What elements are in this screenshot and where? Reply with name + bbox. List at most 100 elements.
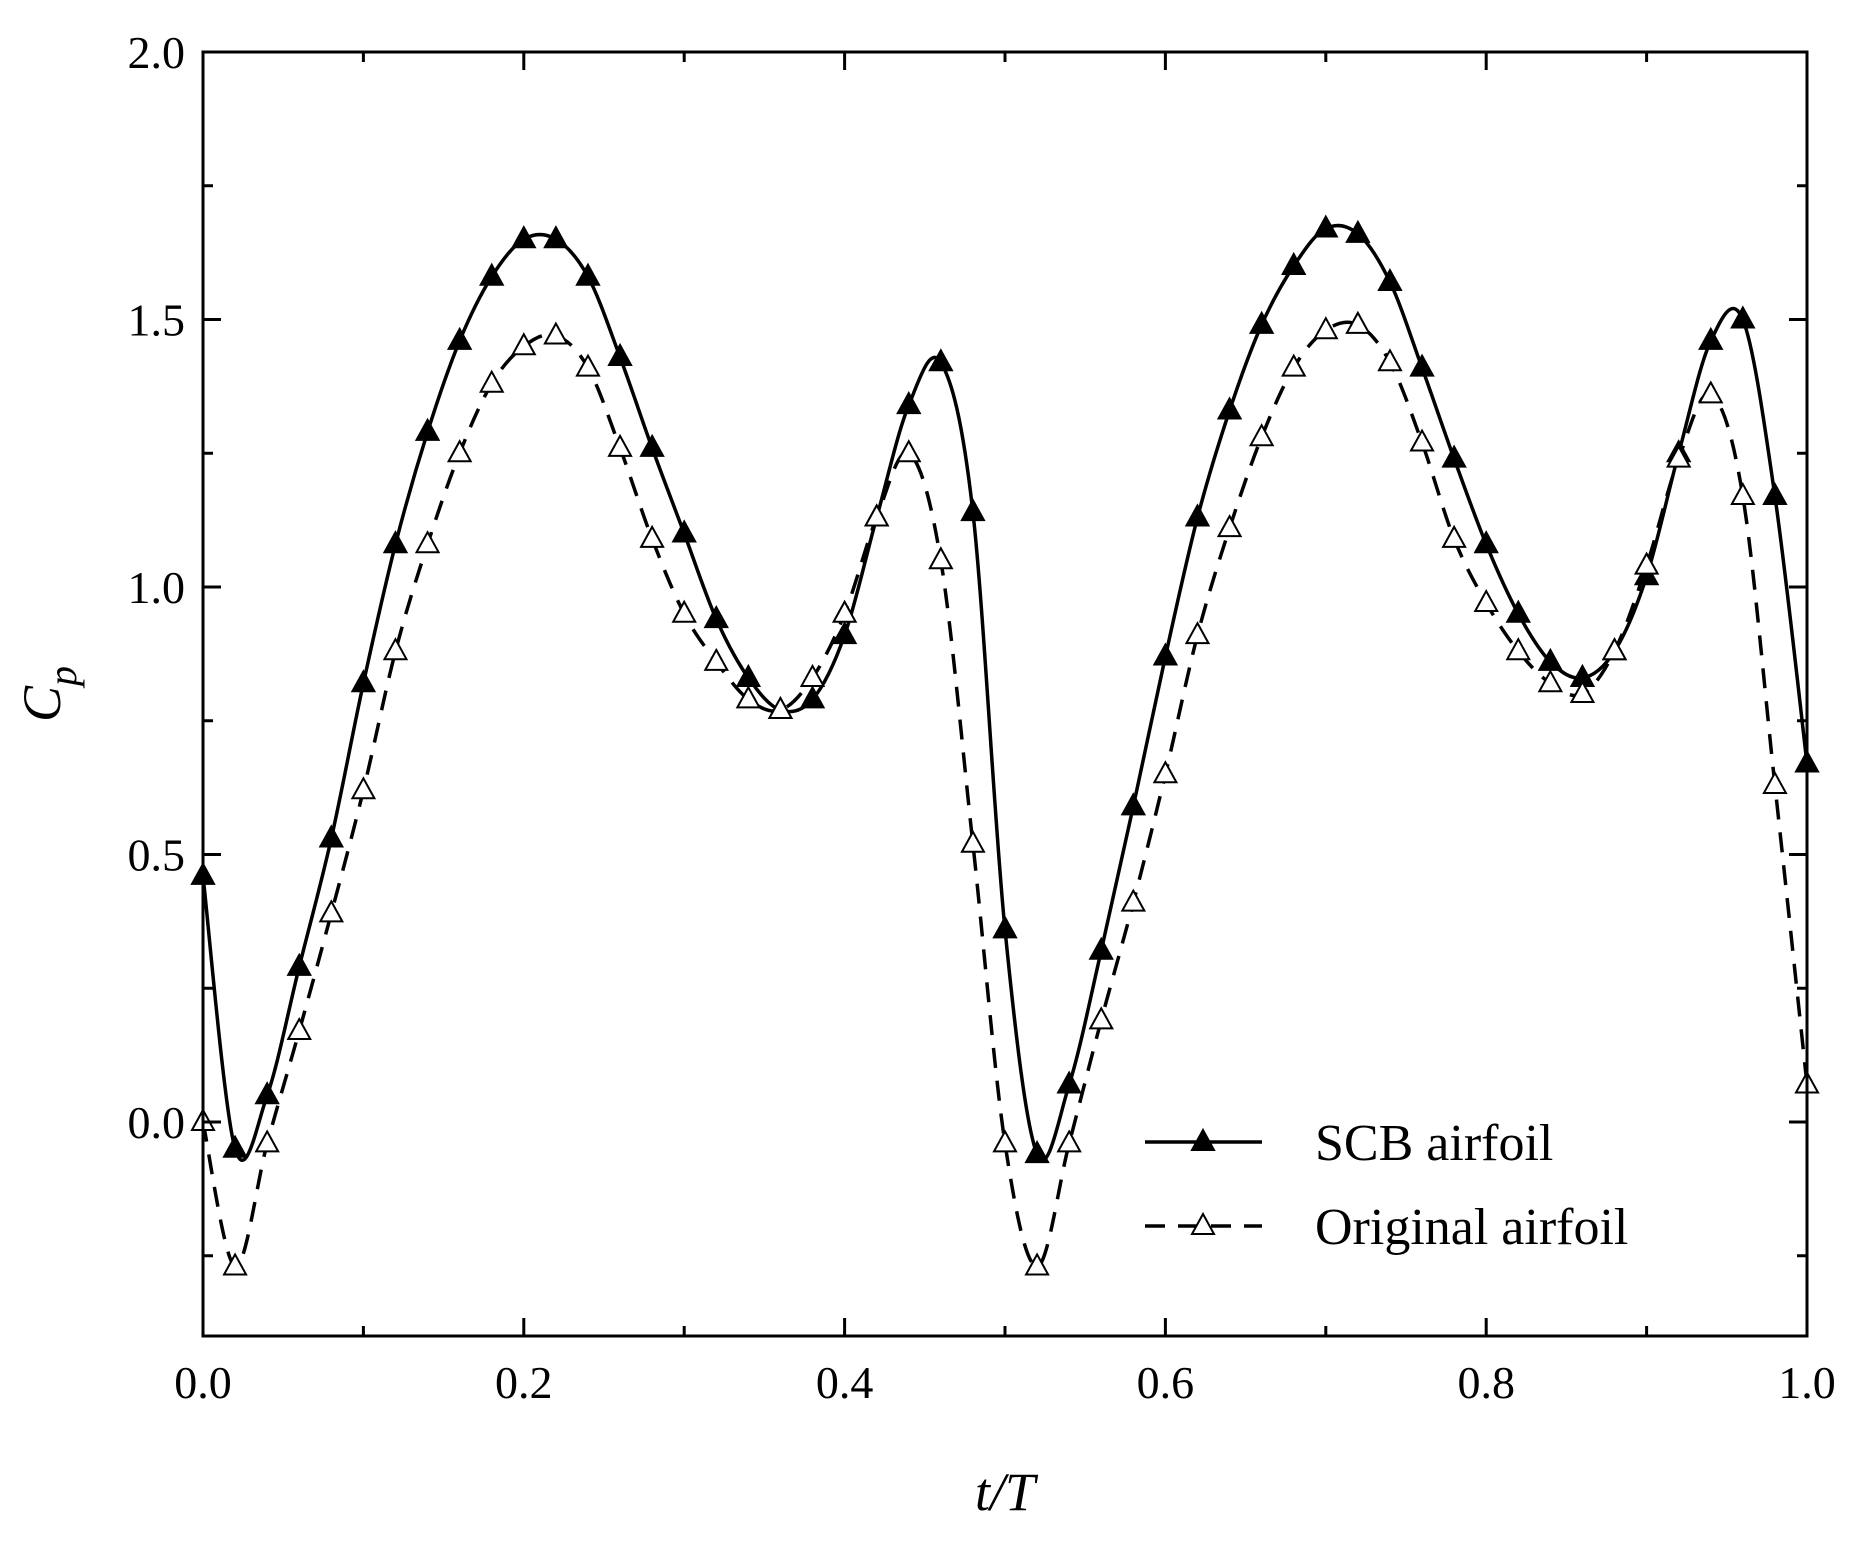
- data-point-original: [607, 433, 633, 457]
- y-tick-label: 0.0: [128, 1097, 186, 1148]
- data-point-scb: [1248, 310, 1275, 334]
- data-point-scb: [446, 326, 473, 350]
- data-point-scb: [414, 417, 441, 441]
- data-point-original: [960, 829, 986, 853]
- data-point-scb: [511, 225, 537, 249]
- y-tick-label: 0.5: [128, 830, 186, 881]
- x-axis-title: t/T: [975, 1462, 1039, 1522]
- data-point-original: [414, 530, 441, 554]
- data-point-scb: [575, 262, 601, 286]
- data-point-scb: [1281, 251, 1307, 275]
- data-point-original: [992, 1129, 1018, 1153]
- data-point-scb: [1698, 326, 1724, 350]
- data-point-scb: [960, 498, 986, 522]
- y-tick-label: 2.0: [128, 27, 186, 78]
- data-point-original: [1056, 1129, 1082, 1153]
- x-tick-label: 0.8: [1457, 1357, 1515, 1408]
- legend: SCB airfoil Original airfoil: [1145, 1115, 1628, 1256]
- data-point-scb: [992, 915, 1018, 939]
- data-point-original: [1762, 770, 1788, 794]
- data-point-original: [831, 599, 858, 623]
- data-point-scb: [1216, 396, 1243, 420]
- data-point-original: [1441, 524, 1467, 548]
- data-point-original: [254, 1129, 280, 1153]
- data-point-original: [1569, 679, 1596, 703]
- data-point-scb: [318, 824, 345, 848]
- y-axis-title-sub: p: [40, 666, 85, 689]
- data-point-original: [1409, 428, 1435, 452]
- data-point-original: [639, 524, 665, 548]
- legend-label-original: Original airfoil: [1315, 1199, 1628, 1256]
- data-point-original: [1088, 1006, 1114, 1030]
- data-point-original: [1665, 444, 1692, 468]
- data-point-original: [767, 695, 794, 720]
- data-point-scb: [703, 605, 729, 629]
- data-point-original: [350, 776, 377, 800]
- data-point-original: [1698, 380, 1724, 404]
- data-point-scb: [831, 621, 858, 645]
- data-point-scb: [799, 685, 826, 709]
- data-point-original: [735, 685, 762, 709]
- data-point-scb: [1313, 214, 1339, 238]
- data-point-scb: [222, 1134, 248, 1158]
- y-tick-label: 1.0: [128, 562, 186, 613]
- y-axis-title: Cp: [12, 666, 85, 722]
- data-point-scb: [543, 225, 569, 249]
- data-point-scb: [1730, 305, 1756, 329]
- x-tick-label: 0.4: [816, 1357, 874, 1408]
- x-tick-label: 1.0: [1778, 1357, 1836, 1408]
- data-point-original: [863, 503, 890, 527]
- x-tick-label: 0.0: [174, 1357, 232, 1408]
- data-point-original: [1473, 588, 1499, 613]
- data-point-scb: [350, 669, 377, 693]
- data-point-original: [1152, 760, 1179, 784]
- data-point-original: [1120, 888, 1147, 912]
- data-point-original: [1281, 353, 1307, 377]
- data-point-original: [1730, 481, 1756, 506]
- data-point-original: [799, 663, 826, 687]
- data-point-original: [1377, 348, 1403, 372]
- legend-marker-original: [1190, 1211, 1216, 1235]
- data-point-scb: [1056, 1070, 1082, 1094]
- data-point-original: [479, 369, 505, 393]
- data-point-original: [1345, 310, 1371, 334]
- data-point-original: [222, 1252, 248, 1276]
- data-point-original: [896, 439, 922, 463]
- data-point-original: [382, 637, 409, 661]
- data-point-original: [1024, 1252, 1050, 1276]
- data-point-scb: [479, 262, 505, 286]
- data-point-original: [318, 899, 345, 923]
- data-point-original: [446, 439, 473, 463]
- data-point-original: [511, 332, 537, 356]
- data-point-scb: [1345, 219, 1371, 243]
- series-line-original: [201, 320, 1809, 1269]
- data-point-scb: [607, 342, 633, 366]
- data-point-scb: [1505, 599, 1531, 623]
- data-point-scb: [1184, 503, 1211, 527]
- series-layer: [190, 214, 1820, 1276]
- data-point-original: [928, 546, 954, 570]
- data-point-scb: [639, 433, 665, 457]
- data-point-scb: [1762, 481, 1788, 506]
- data-point-original: [1537, 669, 1564, 693]
- data-point-scb: [671, 519, 697, 543]
- ticks-layer: [201, 50, 1809, 1336]
- data-point-scb: [1088, 936, 1114, 960]
- series-original: [190, 310, 1820, 1276]
- data-point-scb: [896, 391, 922, 415]
- data-point-original: [703, 647, 729, 671]
- data-point-scb: [382, 530, 409, 554]
- data-point-scb: [1473, 530, 1499, 554]
- data-point-original: [1184, 621, 1211, 645]
- x-tick-label: 0.6: [1137, 1357, 1195, 1408]
- data-point-original: [286, 1016, 312, 1041]
- y-axis-title-main: C: [12, 685, 72, 722]
- data-point-original: [1248, 423, 1275, 447]
- legend-entry-original: Original airfoil: [1145, 1199, 1628, 1256]
- data-point-original: [1216, 514, 1243, 538]
- data-point-original: [1601, 637, 1628, 661]
- data-point-scb: [1409, 353, 1435, 377]
